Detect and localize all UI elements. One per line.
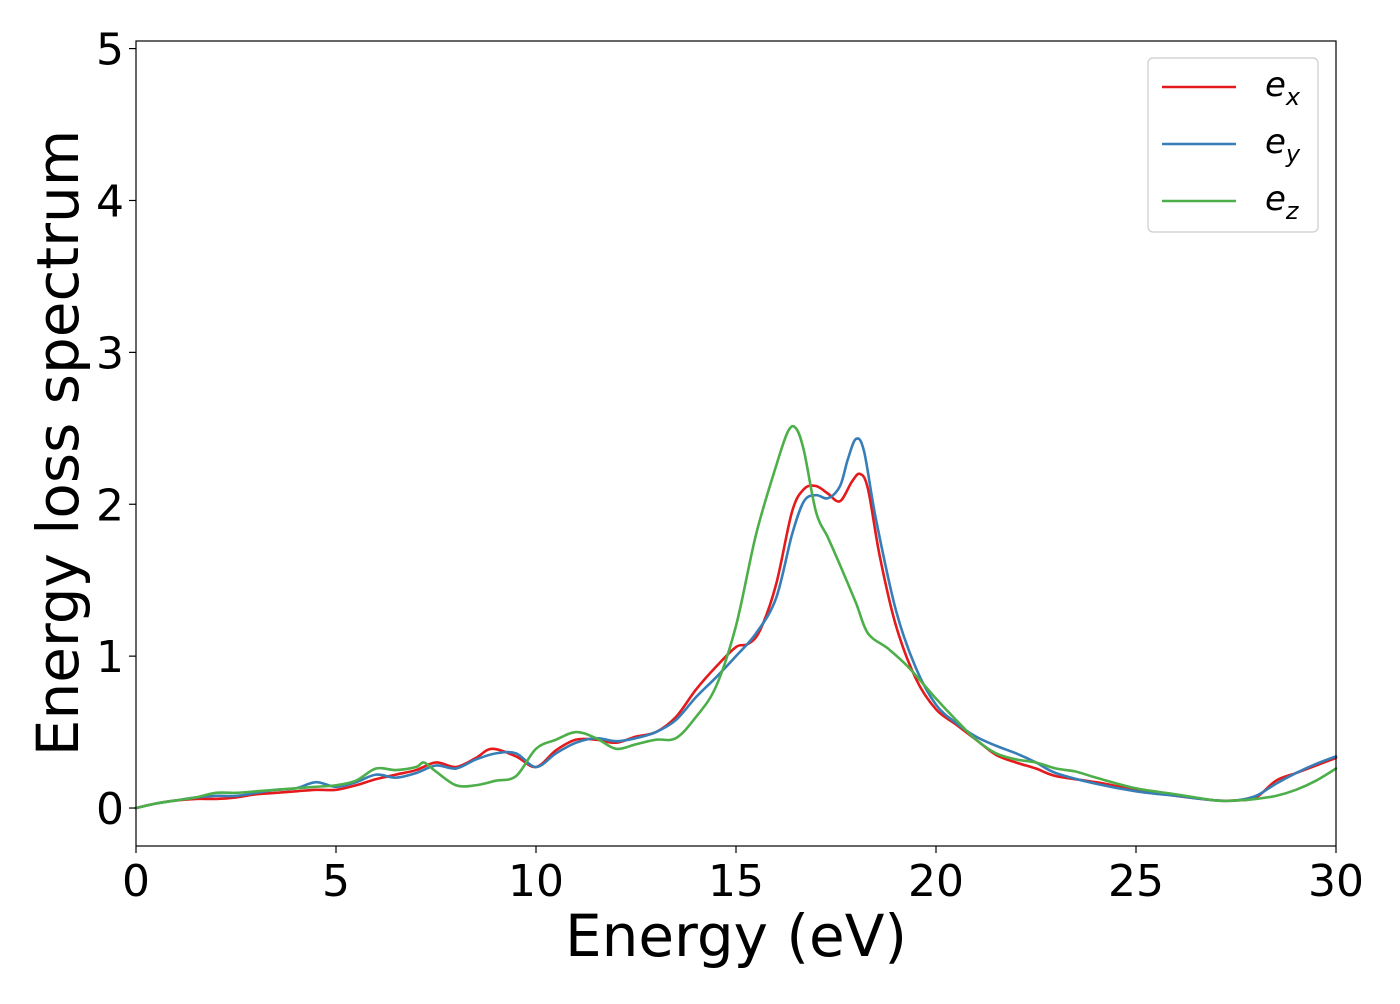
y-axis-ticks: 0 1 2 3 4 5 xyxy=(96,25,136,835)
x-tick-label: 10 xyxy=(508,856,564,907)
legend-label-subscript: y xyxy=(1285,140,1301,168)
legend-label-y: ey xyxy=(1265,122,1301,168)
series-line-y xyxy=(134,437,1338,810)
y-tick-label: 2 xyxy=(96,480,124,531)
x-axis-ticks: 0 5 10 15 20 25 30 xyxy=(122,846,1364,907)
y-tick-label: 3 xyxy=(96,328,124,379)
x-tick-label: 25 xyxy=(1108,856,1164,907)
x-tick-label: 5 xyxy=(322,856,350,907)
series-line-x xyxy=(134,472,1338,810)
legend-label-base: e xyxy=(1265,179,1286,219)
legend-label-x: ex xyxy=(1265,65,1301,111)
y-tick-label: 0 xyxy=(96,784,124,835)
x-tick-label: 0 xyxy=(122,856,150,907)
legend-label-base: e xyxy=(1265,122,1286,162)
y-tick-label: 5 xyxy=(96,25,124,76)
x-tick-label: 20 xyxy=(908,856,964,907)
y-tick-label: 1 xyxy=(96,632,124,683)
legend-label-subscript: z xyxy=(1285,197,1300,225)
x-tick-label: 30 xyxy=(1308,856,1364,907)
legend-label-z: ez xyxy=(1265,179,1300,225)
series-line-z xyxy=(134,424,1338,810)
y-tick-label: 4 xyxy=(96,176,124,227)
legend-label-subscript: x xyxy=(1285,83,1301,111)
plot-lines xyxy=(134,424,1338,810)
x-tick-label: 15 xyxy=(708,856,764,907)
y-axis-title: Energy loss spectrum xyxy=(24,130,92,756)
x-axis-title: Energy (eV) xyxy=(565,902,907,970)
legend-label-base: e xyxy=(1265,65,1286,105)
